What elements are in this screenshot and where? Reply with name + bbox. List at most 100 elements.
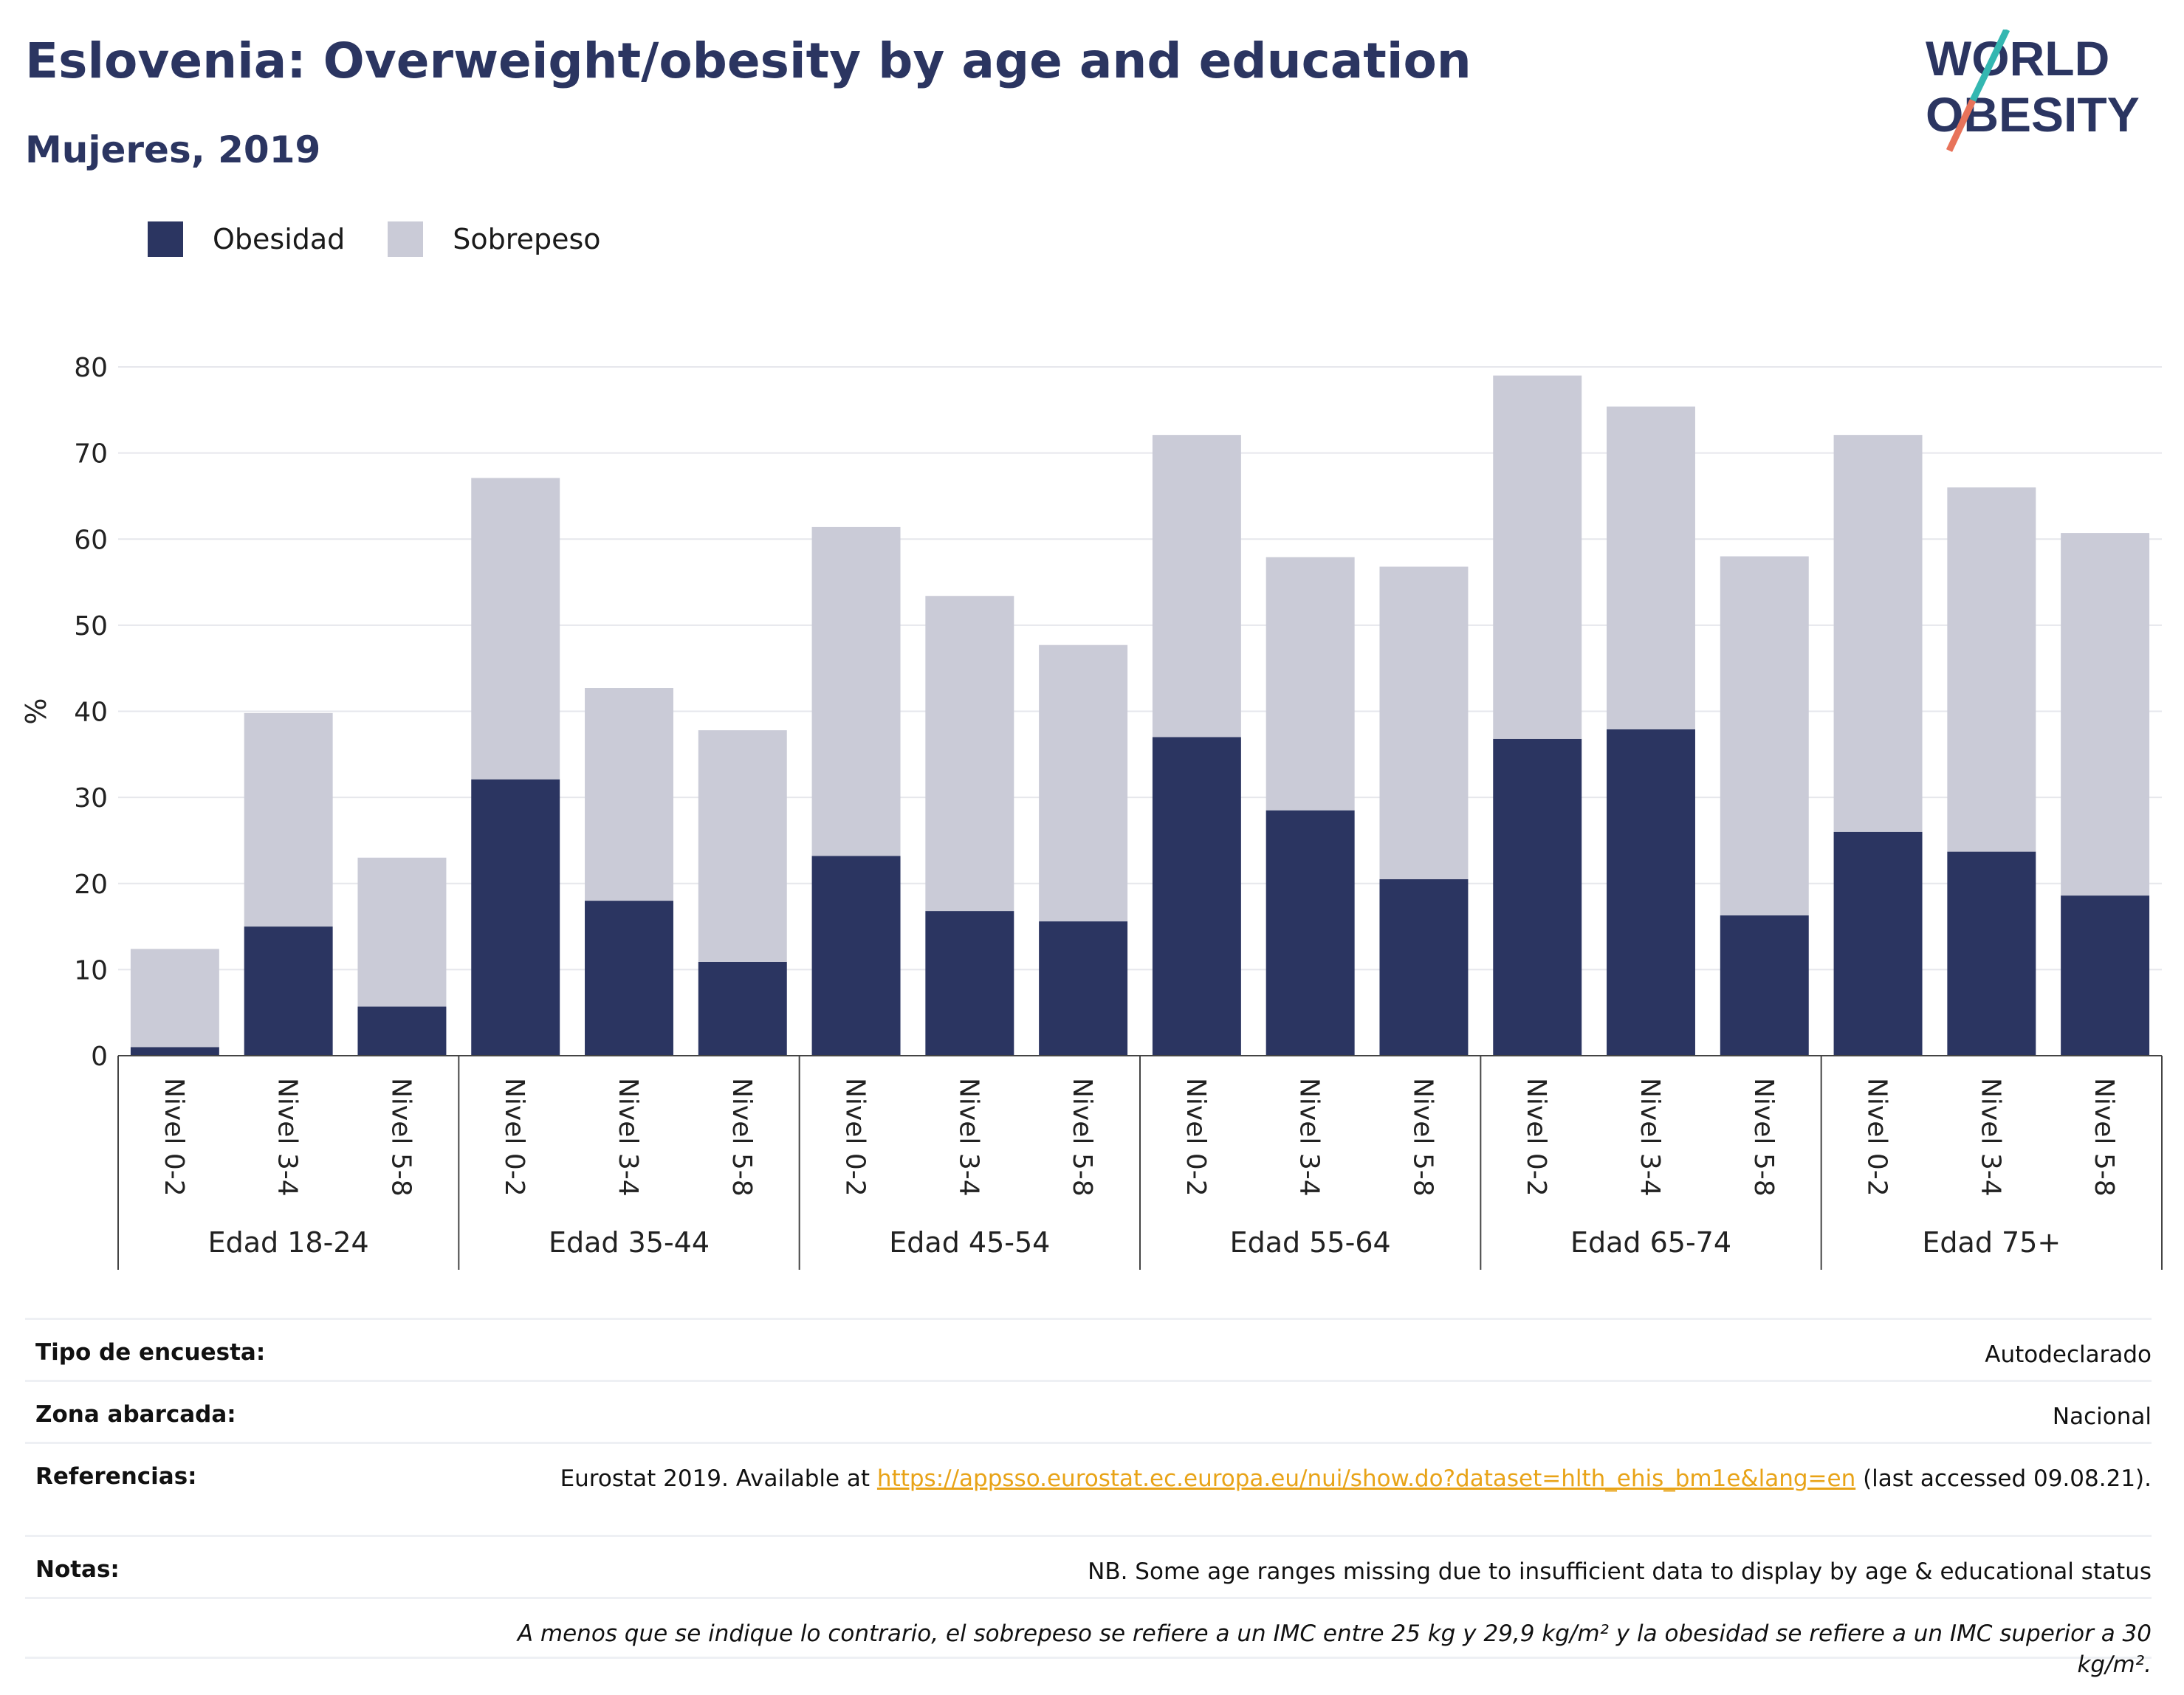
x-group-label: Edad 65-74 <box>1570 1226 1731 1259</box>
world-obesity-logo: WORLD OBESITY <box>1926 30 2140 152</box>
bar-obesidad <box>357 1006 447 1056</box>
meta-references-link[interactable]: https://appsso.eurostat.ec.europa.eu/nui… <box>876 1465 1856 1492</box>
x-group-label: Edad 55-64 <box>1230 1226 1391 1259</box>
x-tick-label: Nivel 0-2 <box>1181 1078 1211 1197</box>
bar-obesidad <box>585 901 673 1056</box>
y-tick-label: 30 <box>74 783 108 814</box>
x-tick-label: Nivel 3-4 <box>1294 1078 1325 1197</box>
x-tick-label: Nivel 3-4 <box>1975 1078 2005 1197</box>
meta-survey-value: Autodeclarado <box>1985 1341 2152 1368</box>
legend-label-obesidad: Obesidad <box>213 223 346 255</box>
bar-obesidad <box>471 779 560 1056</box>
bar-sobrepeso <box>1833 435 1923 832</box>
bar-obesidad <box>698 961 787 1056</box>
legend-label-sobrepeso: Sobrepeso <box>453 223 601 255</box>
y-tick-label: 0 <box>91 1042 108 1072</box>
x-tick-label: Nivel 0-2 <box>1521 1078 1551 1197</box>
bar-obesidad <box>1379 879 1469 1056</box>
logo-slash-coral <box>1946 99 1977 152</box>
meta-notes-label: Notas: <box>35 1556 120 1583</box>
y-tick-label: 60 <box>74 525 108 555</box>
bar-sobrepeso <box>1379 566 1469 879</box>
y-tick-label: 80 <box>74 353 108 383</box>
bar-sobrepeso <box>1039 644 1128 922</box>
y-tick-label: 10 <box>74 955 108 986</box>
meta-row-area: Zona abarcada: Nacional <box>25 1380 2152 1442</box>
bar-sobrepeso <box>2061 533 2150 896</box>
bar-sobrepeso <box>244 712 333 927</box>
bar-sobrepeso <box>698 730 787 962</box>
page-subtitle: Mujeres, 2019 <box>25 128 321 171</box>
x-tick-label: Nivel 3-4 <box>1635 1078 1665 1197</box>
meta-row-references: Referencias: Eurostat 2019. Available at… <box>25 1442 2152 1535</box>
x-tick-label: Nivel 5-8 <box>1748 1078 1779 1197</box>
x-tick-label: Nivel 5-8 <box>727 1078 757 1197</box>
legend-item-sobrepeso: Sobrepeso <box>388 221 601 257</box>
legend-swatch-sobrepeso <box>388 221 424 257</box>
bar-sobrepeso <box>811 526 901 856</box>
y-tick-label: 70 <box>74 439 108 470</box>
legend-swatch-obesidad <box>148 221 183 257</box>
page-title: Eslovenia: Overweight/obesity by age and… <box>25 32 1472 89</box>
meta-row-notes: Notas: NB. Some age ranges missing due t… <box>25 1535 2152 1597</box>
bar-obesidad <box>130 1047 219 1056</box>
bar-sobrepeso <box>925 596 1014 912</box>
meta-row-survey: Tipo de encuesta: Autodeclarado <box>25 1318 2152 1380</box>
bar-obesidad <box>1720 915 1809 1056</box>
bar-obesidad <box>925 911 1014 1056</box>
x-tick-label: Nivel 5-8 <box>1067 1078 1097 1197</box>
bar-sobrepeso <box>357 857 447 1007</box>
bar-obesidad <box>811 856 901 1056</box>
bar-sobrepeso <box>1947 487 2036 852</box>
x-tick-label: Nivel 3-4 <box>953 1078 983 1197</box>
bar-obesidad <box>1833 831 1923 1056</box>
bar-sobrepeso <box>1152 435 1241 738</box>
bar-obesidad <box>1947 851 2036 1056</box>
meta-area-label: Zona abarcada: <box>35 1401 236 1428</box>
meta-references-suffix: (last accessed 09.08.21). <box>1855 1465 2152 1492</box>
meta-references-value: Eurostat 2019. Available at https://apps… <box>35 1463 2152 1494</box>
logo-slash-teal <box>1969 30 2010 102</box>
bar-sobrepeso <box>471 478 560 780</box>
x-tick-label: Nivel 3-4 <box>272 1078 303 1197</box>
x-tick-label: Nivel 0-2 <box>1862 1078 1892 1197</box>
bar-sobrepeso <box>1266 557 1355 811</box>
bar-obesidad <box>1493 738 1582 1056</box>
x-tick-label: Nivel 3-4 <box>613 1078 643 1197</box>
bar-obesidad <box>2061 895 2150 1056</box>
meta-references-label: Referencias: <box>35 1463 197 1490</box>
x-tick-label: Nivel 5-8 <box>1407 1078 1438 1197</box>
meta-area-value: Nacional <box>2052 1403 2152 1430</box>
meta-notes-value: NB. Some age ranges missing due to insuf… <box>1088 1558 2152 1585</box>
meta-footnote: A menos que se indique lo contrario, el … <box>517 1620 2152 1678</box>
meta-references-prefix: Eurostat 2019. Available at <box>560 1465 877 1492</box>
x-tick-label: Nivel 0-2 <box>499 1078 529 1197</box>
bar-sobrepeso <box>130 949 219 1048</box>
bar-sobrepeso <box>1607 406 1695 729</box>
metadata-table: Tipo de encuesta: Autodeclarado Zona aba… <box>25 1318 2152 1678</box>
x-group-label: Edad 75+ <box>1922 1226 2061 1259</box>
x-tick-label: Nivel 5-8 <box>385 1078 416 1197</box>
y-tick-label: 40 <box>74 698 108 728</box>
bar-sobrepeso <box>585 688 673 901</box>
bar-obesidad <box>1039 921 1128 1056</box>
x-tick-label: Nivel 0-2 <box>840 1078 870 1197</box>
stacked-bar-chart: 0 10 20 30 40 50 60 70 80% Nivel 0-2 Nivel 3-4 Nive… <box>20 353 2163 1270</box>
bar-obesidad <box>244 926 333 1056</box>
x-group-label: Edad 45-54 <box>889 1226 1050 1259</box>
chart-legend: Obesidad Sobrepeso <box>148 219 644 260</box>
bar-obesidad <box>1266 810 1355 1056</box>
bar-obesidad <box>1152 737 1241 1056</box>
logo-word-1: WORLD <box>1926 31 2109 86</box>
x-group-label: Edad 35-44 <box>549 1226 710 1259</box>
bar-sobrepeso <box>1720 556 1809 915</box>
meta-row-footnote: A menos que se indique lo contrario, el … <box>25 1597 2152 1678</box>
y-tick-label: 50 <box>74 611 108 642</box>
meta-survey-label: Tipo de encuesta: <box>35 1339 266 1366</box>
x-group-label: Edad 18-24 <box>208 1226 369 1259</box>
x-tick-label: Nivel 0-2 <box>159 1078 189 1197</box>
x-tick-label: Nivel 5-8 <box>2089 1078 2119 1197</box>
y-axis-label: % <box>20 698 52 724</box>
y-tick-label: 20 <box>74 870 108 900</box>
bar-obesidad <box>1607 729 1695 1056</box>
